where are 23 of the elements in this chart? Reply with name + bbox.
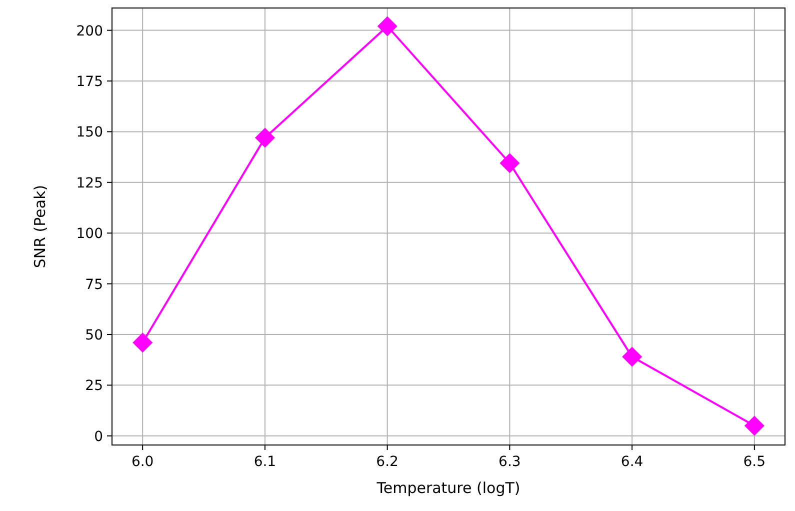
point bbox=[500, 153, 520, 174]
point bbox=[622, 346, 642, 367]
y-tick-label: 100 bbox=[76, 226, 103, 242]
point bbox=[132, 332, 153, 353]
point bbox=[744, 416, 764, 436]
y-tick-label: 175 bbox=[76, 74, 103, 90]
y-tick-label: 125 bbox=[76, 175, 103, 192]
x-tick-label: 6.4 bbox=[620, 454, 644, 470]
x-tick-label: 6.1 bbox=[254, 454, 276, 470]
x-tick-label: 6.3 bbox=[498, 454, 521, 470]
y-tick-label: 75 bbox=[85, 276, 103, 293]
y-tick-label: 0 bbox=[94, 428, 103, 445]
x-tick-label: 6.0 bbox=[131, 454, 154, 470]
x-tick-label: 6.5 bbox=[743, 454, 766, 470]
y-tick-label: 25 bbox=[85, 378, 103, 394]
x-axis-title: Temperature (logT) bbox=[376, 479, 520, 497]
x-tick-label: 6.2 bbox=[376, 454, 398, 470]
y-tick-label: 50 bbox=[85, 327, 103, 344]
y-tick-label: 150 bbox=[76, 124, 103, 141]
point bbox=[254, 128, 275, 148]
y-axis-title: SNR (Peak) bbox=[31, 184, 49, 268]
point bbox=[377, 16, 398, 36]
y-tick-label: 200 bbox=[76, 23, 103, 40]
